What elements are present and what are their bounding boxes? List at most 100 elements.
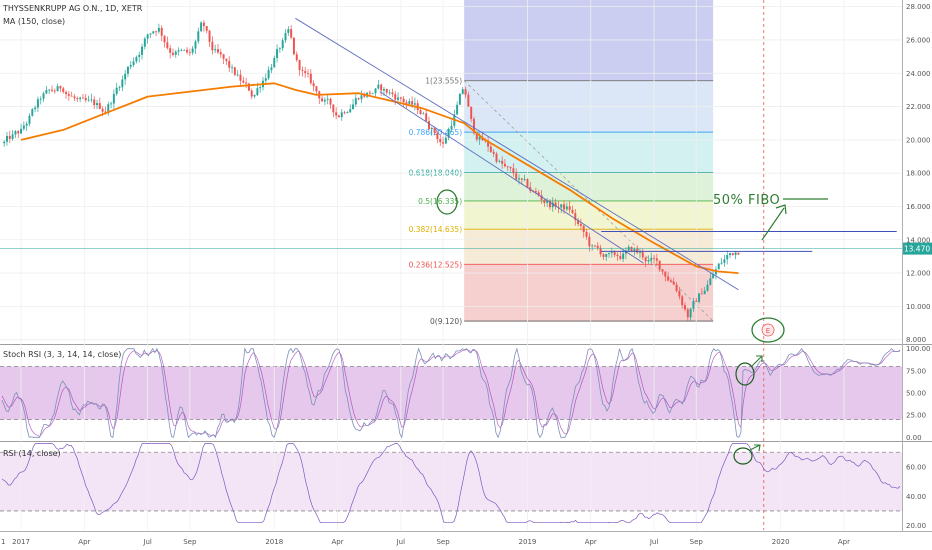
candle-body	[287, 29, 290, 33]
current-price-label: 13.470	[904, 245, 930, 254]
candle-body	[681, 296, 684, 306]
candle-body	[470, 106, 473, 119]
candle-body	[523, 179, 526, 180]
candle-body	[382, 89, 385, 91]
candle-body	[191, 48, 194, 53]
time-tick-label: Apr	[838, 538, 850, 546]
candle-body	[619, 256, 622, 259]
candle-body	[585, 231, 588, 237]
candle-body	[96, 103, 98, 106]
price-tick-label: 16.000	[906, 203, 931, 211]
time-tick-label: 2018	[265, 538, 283, 546]
candle-body	[22, 125, 25, 129]
stoch-tick-label: 25.00	[906, 412, 926, 420]
candle-body	[346, 112, 349, 114]
time-tick-label: 2019	[519, 538, 537, 546]
candle-body	[473, 118, 475, 134]
candle-body	[93, 99, 96, 106]
candle-body	[397, 97, 400, 100]
candle-body	[650, 257, 653, 261]
candle-body	[489, 146, 492, 152]
candle-body	[577, 220, 580, 225]
candle-body	[65, 91, 68, 95]
candle-body	[667, 276, 670, 281]
candle-body	[596, 245, 599, 248]
circle-marker	[751, 317, 785, 343]
price-tick-label: 20.000	[906, 136, 931, 144]
candle-body	[183, 49, 186, 51]
candle-body	[605, 254, 608, 257]
fib-level-label: 0.5(16.335)	[418, 197, 462, 206]
candle-body	[323, 99, 326, 102]
candle-body	[76, 98, 79, 100]
candle-body	[568, 206, 571, 210]
candle-body	[661, 269, 664, 272]
candle-body	[352, 104, 355, 110]
candle-body	[14, 131, 17, 135]
price-tick-label: 24.000	[906, 70, 931, 78]
legend-stoch: Stoch RSI (3, 3, 14, 14, close)	[3, 350, 122, 359]
candle-body	[155, 31, 158, 33]
candle-body	[388, 92, 391, 94]
candle-body	[588, 236, 591, 247]
rsi-circle-marker	[733, 447, 753, 465]
candle-body	[402, 98, 405, 103]
stoch-tick-label: 100.00	[906, 345, 931, 353]
candle-body	[613, 252, 616, 255]
candle-body	[655, 258, 658, 261]
fib-level-label: 0.382(14.635)	[409, 225, 463, 234]
candle-body	[315, 86, 318, 92]
candle-body	[579, 224, 582, 226]
candle-body	[540, 195, 543, 200]
candle-body	[501, 160, 504, 164]
rsi-arrow	[749, 444, 761, 452]
candle-body	[34, 107, 37, 110]
candle-body	[551, 202, 554, 208]
candle-body	[461, 89, 464, 94]
rsi-line	[1, 443, 901, 524]
time-tick-label: Jul	[649, 538, 659, 546]
candle-body	[554, 202, 557, 207]
candle-body	[399, 97, 402, 99]
fib-zone	[464, 264, 714, 322]
candle-body	[664, 271, 667, 277]
candle-body	[118, 87, 121, 89]
candle-body	[503, 163, 506, 167]
candle-body	[126, 66, 129, 74]
candle-body	[394, 94, 397, 100]
candle-body	[174, 51, 177, 55]
candle-body	[633, 249, 636, 252]
candle-body	[675, 284, 678, 292]
candle-body	[349, 109, 352, 113]
candle-body	[684, 305, 686, 310]
rsi-tick-label: 60.00	[906, 463, 926, 471]
candle-body	[3, 141, 6, 144]
candle-body	[166, 42, 169, 49]
candle-body	[231, 67, 234, 69]
stoch-tick-label: 75.00	[906, 367, 926, 375]
candle-body	[498, 160, 501, 162]
candle-body	[363, 95, 366, 97]
candle-body	[239, 74, 242, 81]
candle-body	[610, 252, 613, 254]
fib-level-label: 1(23.555)	[425, 77, 462, 86]
candle-body	[430, 127, 433, 130]
candle-body	[214, 49, 217, 51]
candle-body	[186, 49, 189, 53]
candle-body	[658, 260, 661, 270]
candle-body	[574, 213, 577, 221]
candle-body	[129, 64, 132, 67]
candle-body	[515, 173, 518, 180]
candle-body	[537, 192, 540, 196]
current-price-badge	[903, 242, 932, 255]
candle-body	[132, 61, 135, 65]
time-tick-label: Sep	[690, 538, 704, 546]
candle-body	[546, 200, 549, 203]
candle-body	[712, 274, 715, 279]
candle-body	[450, 125, 453, 129]
candle-body	[433, 127, 436, 133]
candle-body	[444, 137, 447, 144]
candle-body	[439, 139, 442, 143]
candle-body	[329, 98, 332, 105]
